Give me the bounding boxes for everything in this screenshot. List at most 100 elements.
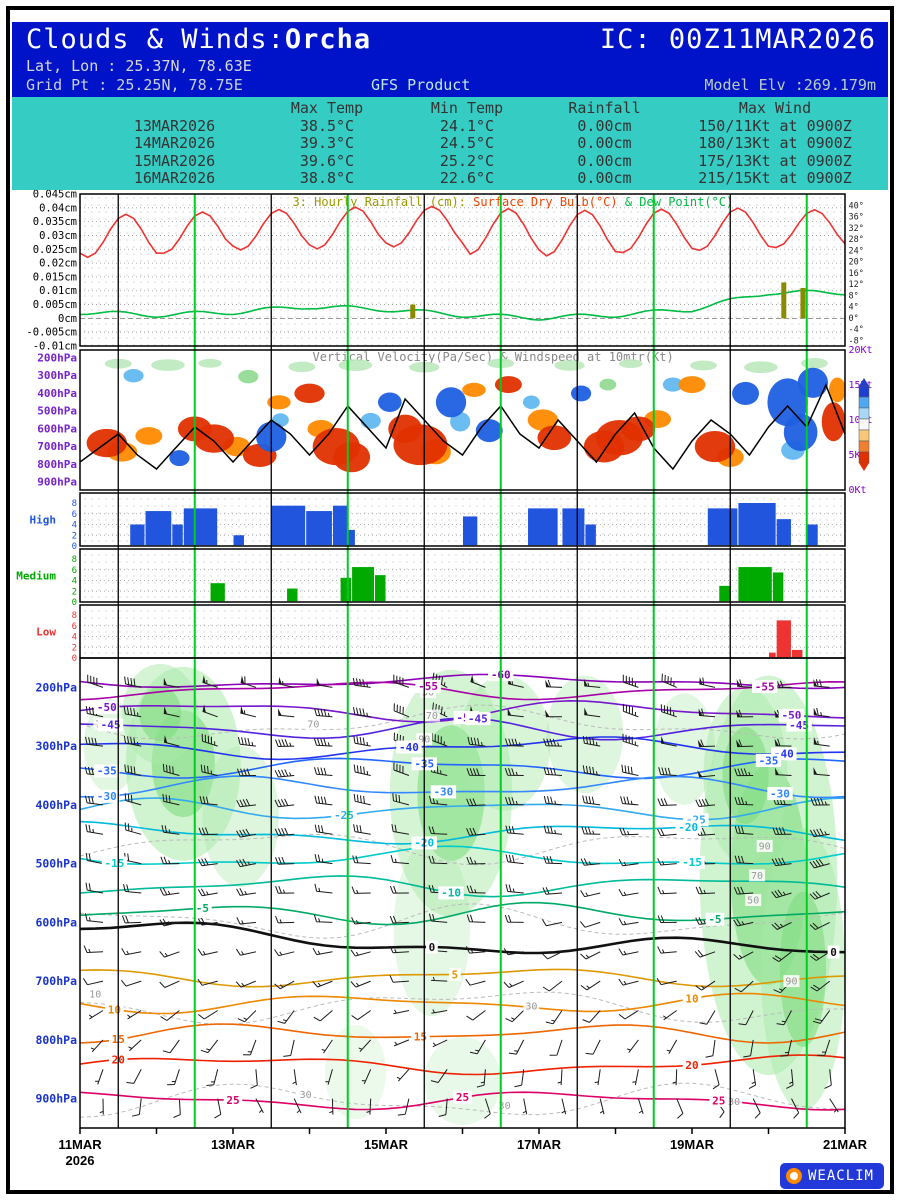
svg-text:0.03cm: 0.03cm (39, 230, 77, 242)
weaclim-logo-text: WEACLIM (807, 1168, 874, 1184)
vv-blob (828, 377, 845, 403)
vv-blob (393, 424, 448, 466)
vv-blob (333, 442, 371, 473)
summary-cell: 16MAR2026 (133, 169, 216, 187)
svg-text:700hPa: 700hPa (37, 440, 77, 453)
humidity-patch (546, 675, 624, 794)
summary-cell: 38.5°C (299, 116, 355, 135)
temp-contour (80, 775, 845, 799)
svg-text:400hPa: 400hPa (37, 387, 77, 400)
cloud-bars-low (769, 620, 803, 658)
frame-border (6, 6, 894, 1194)
svg-text:2: 2 (72, 587, 77, 597)
vv-blob (537, 425, 572, 451)
vv-blob (238, 369, 259, 384)
svg-text:-15: -15 (682, 856, 702, 869)
svg-text:5Kt: 5Kt (849, 450, 867, 461)
page-title: Clouds & Winds:Orcha (26, 23, 371, 57)
humidity-patch (458, 675, 551, 811)
grid-point: Grid Pt : 25.25N, 78.75E (26, 76, 243, 94)
svg-text:0.045cm: 0.045cm (33, 190, 77, 201)
meteogram-chart: 0.045cm0.04cm0.035cm0.03cm0.025cm0.02cm0… (16, 190, 872, 1168)
svg-text:11MAR: 11MAR (58, 1137, 102, 1152)
svg-text:12°: 12° (849, 280, 864, 290)
svg-text:0cm: 0cm (58, 313, 77, 325)
svg-text:0.01cm: 0.01cm (39, 285, 77, 297)
vv-blob (821, 402, 845, 442)
vv-blob (732, 381, 760, 405)
svg-text:800hPa: 800hPa (37, 458, 77, 471)
vv-blob (135, 427, 163, 445)
svg-text:8: 8 (72, 499, 77, 509)
svg-text:15: 15 (414, 1031, 427, 1044)
summary-cell: 0.00cm (577, 116, 632, 135)
svg-text:-40: -40 (399, 741, 419, 754)
svg-text:-45: -45 (789, 719, 809, 732)
summary-col-header: Max Temp (290, 99, 364, 117)
summary-cell: 215/15Kt at 0900Z (698, 169, 852, 187)
svg-text:25: 25 (226, 1094, 239, 1107)
summary-cell: 175/13Kt at 0900Z (698, 151, 852, 170)
summary-spacer (12, 118, 82, 136)
svg-text:-0.005cm: -0.005cm (26, 327, 77, 339)
svg-text:0: 0 (429, 941, 436, 954)
temp-contour (80, 921, 845, 955)
svg-text:30: 30 (728, 1097, 740, 1108)
svg-text:-45: -45 (468, 712, 488, 725)
vv-blob (193, 424, 235, 453)
temp-contour (80, 736, 845, 761)
summary-header-row: Max Temp Min Temp Rainfall Max Wind (12, 99, 888, 118)
summary-cell: 15MAR2026 (133, 151, 216, 170)
svg-text:600hPa: 600hPa (37, 422, 77, 435)
summary-cell: 13MAR2026 (133, 116, 216, 135)
summary-col-header: Min Temp (430, 99, 504, 117)
svg-text:-35: -35 (97, 765, 117, 778)
summary-col-header: Rainfall (568, 99, 641, 117)
dry-bulb-line (80, 205, 845, 259)
temp-contour (80, 1054, 845, 1076)
svg-text:-45: -45 (101, 719, 121, 732)
vv-blob (435, 387, 467, 418)
temp-contour (80, 680, 845, 701)
vertical-velocity-panel: Vertical Velocity(Pa/Sec) & Windspeed at… (37, 345, 872, 496)
title-prefix: Clouds & Winds: (26, 24, 285, 55)
svg-text:High: High (30, 514, 57, 527)
svg-text:24°: 24° (849, 246, 864, 256)
svg-text:700hPa: 700hPa (35, 974, 77, 988)
summary-cell: 39.3°C (299, 134, 355, 152)
wind-barbs (82, 672, 839, 1119)
summary-cell: 24.1°C (439, 116, 495, 135)
svg-text:300hPa: 300hPa (37, 369, 77, 382)
svg-text:-5: -5 (196, 902, 209, 915)
svg-text:600hPa: 600hPa (35, 915, 77, 929)
temp-contour (80, 797, 845, 821)
rh-contour (80, 833, 845, 866)
upper-air-panel: 7010507090703090705030303090-60-55-55-50… (35, 658, 845, 1128)
svg-text:400hPa: 400hPa (35, 798, 77, 812)
rh-contour (80, 903, 845, 939)
vv-blob (462, 382, 486, 397)
svg-text:17MAR: 17MAR (517, 1137, 562, 1152)
svg-text:4: 4 (72, 633, 77, 643)
svg-text:0°: 0° (849, 314, 859, 324)
rh-contour (80, 991, 845, 1025)
vv-blob (599, 378, 617, 391)
vv-blob (694, 430, 736, 463)
vv-blob (360, 412, 381, 429)
summary-spacer (12, 170, 82, 188)
humidity-patch (393, 840, 471, 1017)
summary-cell: 0.00cm (577, 169, 632, 187)
vv-blob (554, 360, 585, 371)
summary-spacer (12, 135, 82, 153)
svg-text:20: 20 (685, 1059, 698, 1072)
forecast-summary-table: Max Temp Min Temp Rainfall Max Wind 13MAR202… (12, 97, 888, 190)
summary-spacer (12, 153, 82, 171)
cloud-bars-medium (210, 567, 784, 602)
summary-cell: 39.6°C (299, 151, 355, 170)
svg-text:0.04cm: 0.04cm (39, 202, 77, 214)
svg-text:0: 0 (72, 598, 77, 608)
summary-cell: 150/11Kt at 0900Z (698, 116, 852, 135)
humidity-patch (202, 746, 279, 888)
svg-text:-5: -5 (708, 913, 721, 926)
